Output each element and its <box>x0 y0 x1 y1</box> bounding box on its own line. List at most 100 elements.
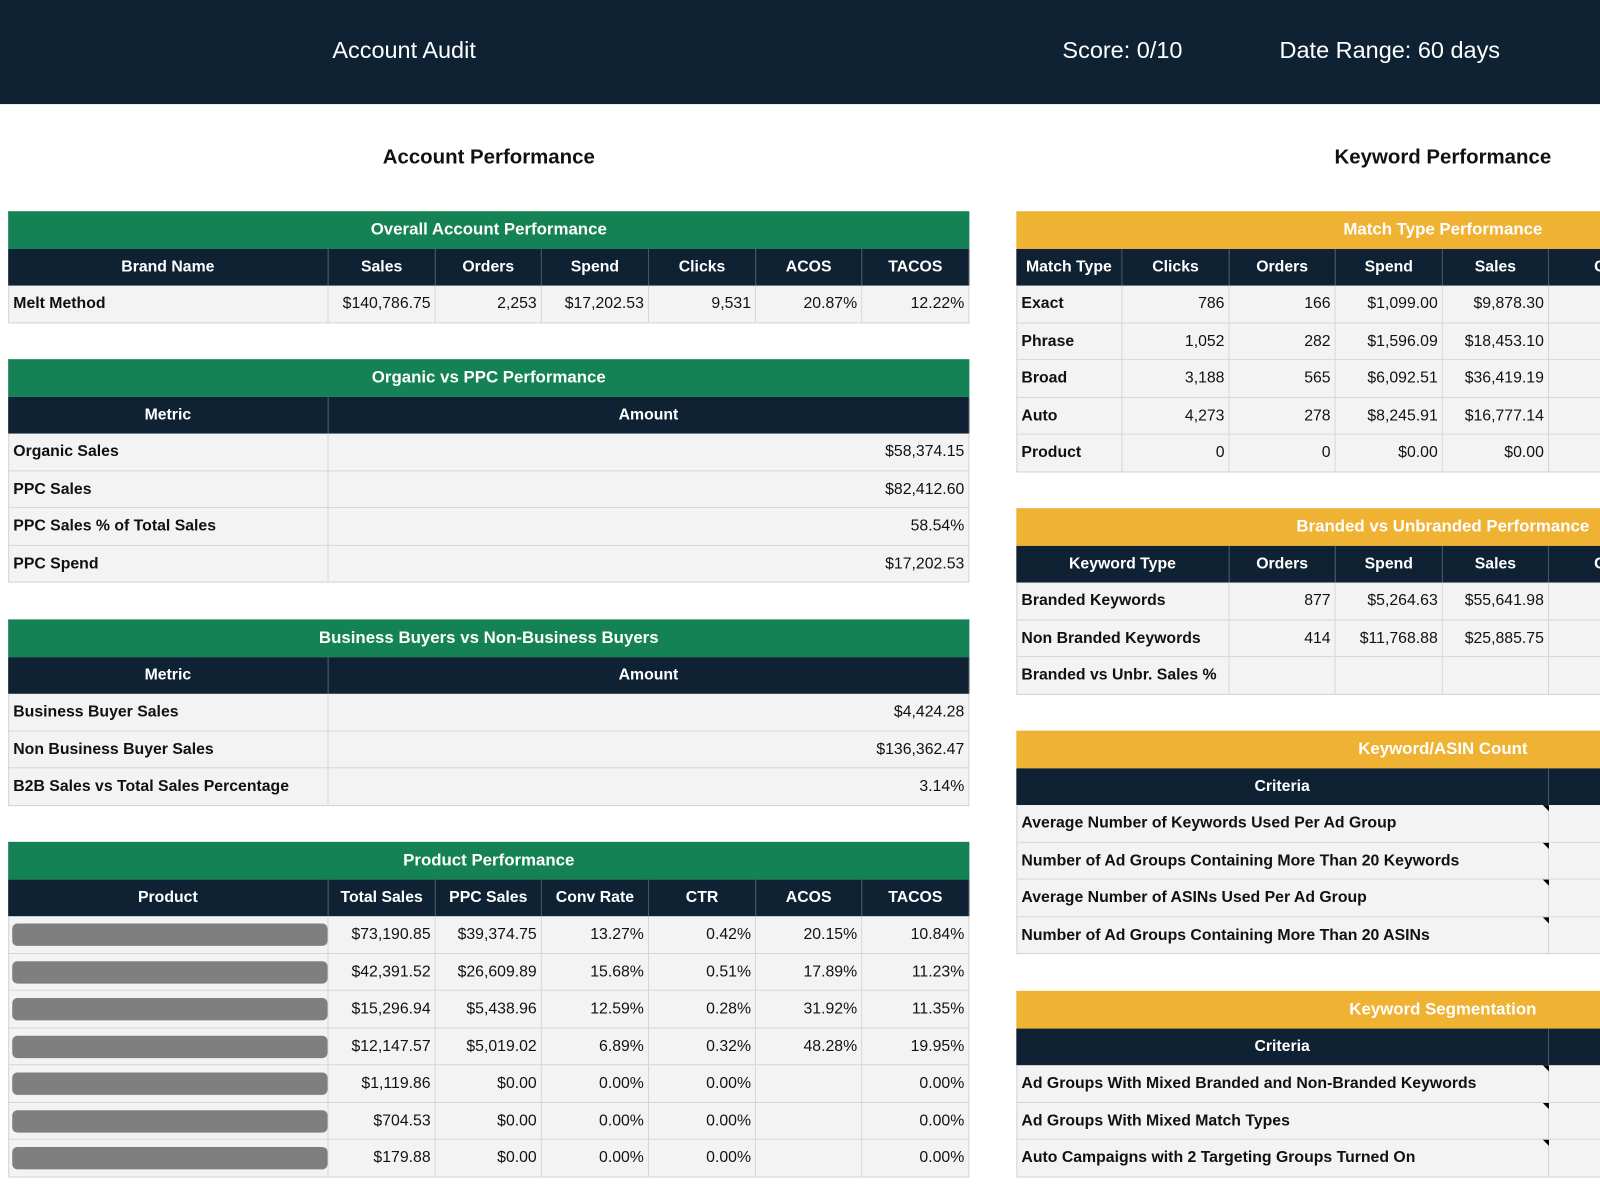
table-cell: $5,438.96 <box>435 990 542 1029</box>
table-cell: Product <box>1016 434 1123 472</box>
section-title: Keyword Performance <box>1334 145 1552 169</box>
column-header: Brand Name <box>8 248 329 286</box>
table-title: Keyword Segmentation <box>1016 990 1600 1029</box>
column-header: Spend <box>541 248 649 286</box>
table-cell: 786 <box>1122 285 1230 323</box>
redacted-product <box>12 1109 328 1133</box>
table-cell: $39,374.75 <box>435 916 542 954</box>
table-cell: PPC Sales <box>8 470 329 509</box>
column-header <box>1548 1028 1600 1066</box>
table-cell: $42,391.52 <box>328 953 436 991</box>
column-header: Spend <box>1335 248 1443 286</box>
table-cell: 13.27% <box>541 916 649 954</box>
table-cell: Broad <box>1016 360 1123 398</box>
table-cell: 0.00% <box>862 1139 970 1178</box>
redacted-product <box>12 1146 328 1170</box>
table-cell <box>1548 360 1600 398</box>
table-cell: Average Number of Keywords Used Per Ad G… <box>1016 805 1549 843</box>
table-cell: $36,419.19 <box>1442 360 1549 398</box>
table-cell: $12,147.57 <box>328 1028 436 1066</box>
column-header: Cl <box>1548 248 1600 286</box>
table-cell: 11.23% <box>862 953 970 991</box>
table-cell: $25,885.75 <box>1442 619 1549 658</box>
column-header: Product <box>8 879 329 917</box>
table-cell: 278 <box>1229 397 1336 435</box>
table-cell: Number of Ad Groups Containing More Than… <box>1016 916 1549 955</box>
table-cell: 0.00% <box>648 1102 757 1140</box>
table-cell <box>1548 1139 1600 1178</box>
table-cell: $140,786.75 <box>328 285 436 323</box>
table-cell: Auto <box>1016 397 1123 435</box>
table-cell: $0.00 <box>435 1102 542 1140</box>
table-cell: $17,202.53 <box>541 285 649 323</box>
table-cell: Number of Ad Groups Containing More Than… <box>1016 842 1549 880</box>
table-cell: $73,190.85 <box>328 916 436 954</box>
table-cell: Melt Method <box>8 285 329 323</box>
column-header: Amount <box>328 396 970 434</box>
table-title: Match Type Performance <box>1016 211 1600 249</box>
table-cell: Phrase <box>1016 322 1123 361</box>
table-cell: $58,374.15 <box>328 433 970 471</box>
table-cell: 0.51% <box>648 953 757 991</box>
table-cell: B2B Sales vs Total Sales Percentage <box>8 768 329 806</box>
header-bar: Account Audit Score: 0/10 Date Range: 60… <box>0 0 1600 105</box>
table-title: Product Performance <box>8 841 970 880</box>
table-cell: 17.89% <box>756 953 863 991</box>
column-header: ACOS <box>756 879 863 917</box>
table-title: Organic vs PPC Performance <box>8 359 970 397</box>
table-title: Branded vs Unbranded Performance <box>1016 508 1600 546</box>
table-cell: 58.54% <box>328 508 970 546</box>
table-cell: $16,777.14 <box>1442 397 1549 435</box>
table-cell: $0.00 <box>435 1065 542 1103</box>
table-cell: Business Buyer Sales <box>8 693 329 732</box>
table-cell <box>1548 805 1600 843</box>
table-cell: PPC Sales % of Total Sales <box>8 508 329 546</box>
table-cell: $179.88 <box>328 1139 436 1178</box>
table-cell: 0 <box>1122 434 1230 472</box>
table-cell: 0.00% <box>648 1065 757 1103</box>
comment-marker <box>1542 1102 1549 1109</box>
table-cell: 6.89% <box>541 1028 649 1066</box>
table-cell: 166 <box>1229 285 1336 323</box>
column-header: TACOS <box>862 248 970 286</box>
table-cell <box>1548 285 1600 323</box>
table-cell: 3,188 <box>1122 360 1230 398</box>
table-cell <box>756 1065 863 1103</box>
column-header: Criteria <box>1016 767 1549 806</box>
table-cell <box>1335 657 1443 695</box>
table-cell: $26,609.89 <box>435 953 542 991</box>
table-cell <box>756 1102 863 1140</box>
table-cell: 20.87% <box>756 285 863 323</box>
column-header: Sales <box>328 248 436 286</box>
column-header: TACOS <box>862 879 970 917</box>
table-cell: $136,362.47 <box>328 731 970 769</box>
table-cell: $1,596.09 <box>1335 322 1443 361</box>
table-cell: $0.00 <box>1442 434 1549 472</box>
column-header: Clicks <box>1122 248 1230 286</box>
table-cell: 877 <box>1229 582 1336 620</box>
table-cell: 0.00% <box>862 1102 970 1140</box>
table-cell: 0.00% <box>541 1065 649 1103</box>
table-cell: 1,052 <box>1122 322 1230 361</box>
table-cell <box>1548 916 1600 955</box>
table-cell <box>1548 397 1600 435</box>
table-cell <box>1548 1102 1600 1140</box>
table-cell: $1,099.00 <box>1335 285 1443 323</box>
table-cell: $9,878.30 <box>1442 285 1549 323</box>
table-title: Keyword/ASIN Count <box>1016 730 1600 768</box>
table-cell: 3.14% <box>328 768 970 806</box>
table-cell: 414 <box>1229 619 1336 658</box>
table-cell <box>1229 657 1336 695</box>
table-cell: 11.35% <box>862 990 970 1029</box>
date-range: Date Range: 60 days <box>1279 36 1501 64</box>
table-cell: 10.84% <box>862 916 970 954</box>
comment-marker <box>1542 879 1549 886</box>
redacted-product <box>12 923 328 946</box>
table-cell: $17,202.53 <box>328 545 970 583</box>
table-cell: $11,768.88 <box>1335 619 1443 658</box>
table-cell: $1,119.86 <box>328 1065 436 1103</box>
table-cell: $55,641.98 <box>1442 582 1549 620</box>
column-header: Total Sales <box>328 879 436 917</box>
table-cell: Average Number of ASINs Used Per Ad Grou… <box>1016 879 1549 917</box>
